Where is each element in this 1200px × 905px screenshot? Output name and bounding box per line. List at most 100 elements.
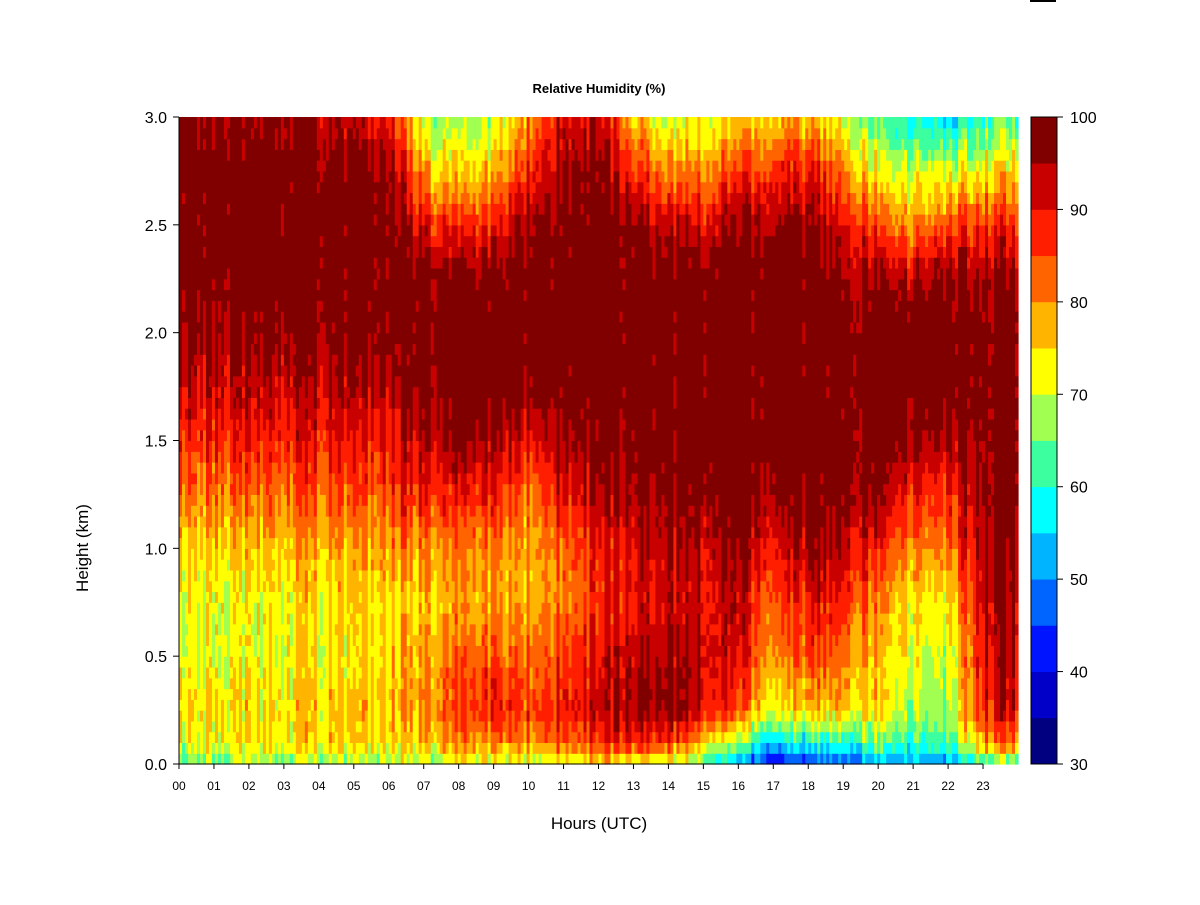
heatmap-cell [235,343,240,355]
heatmap-cell [259,645,264,657]
heatmap-cell [244,149,249,161]
heatmap-cell [226,365,231,377]
heatmap-cell [286,203,291,215]
heatmap-cell [205,375,210,388]
heatmap-cell [277,289,282,301]
heatmap-cell [190,656,195,668]
heatmap-cell [202,267,207,280]
heatmap-cell [208,591,213,603]
heatmap-cell [226,397,231,409]
heatmap-cell [229,591,234,603]
heatmap-cell [283,731,288,744]
heatmap-cell [179,688,183,700]
heatmap-cell [184,117,189,129]
heatmap-cell [253,278,258,291]
heatmap-cell [241,656,246,668]
heatmap-cell [196,440,201,452]
heatmap-cell [262,569,267,582]
heatmap-cell [250,472,255,485]
heatmap-cell [280,278,285,291]
heatmap-cell [253,548,258,560]
heatmap-cell [238,170,243,183]
heatmap-cell [253,742,258,754]
heatmap-cell [238,656,243,668]
heatmap-cell [193,710,198,722]
heatmap-cell [259,634,264,646]
heatmap-cell [211,127,216,140]
heatmap-cell [211,192,216,204]
heatmap-cell [193,429,198,442]
heatmap-cell [179,278,183,291]
heatmap-cell [256,645,261,657]
heatmap-cell [182,731,186,744]
heatmap-cell [268,429,273,442]
heatmap-cell [190,235,195,247]
heatmap-cell [238,365,243,377]
heatmap-cell [217,386,222,398]
heatmap-cell [247,451,252,463]
heatmap-cell [247,289,252,301]
heatmap-cell [214,267,219,280]
heatmap-cell [179,214,183,226]
heatmap-cell [277,397,282,409]
heatmap-cell [271,386,276,398]
heatmap-cell [229,160,234,172]
heatmap-cell [292,160,297,172]
heatmap-cell [292,267,297,280]
heatmap-cell [211,408,216,420]
heatmap-cell [182,451,186,463]
heatmap-cell [190,181,195,194]
heatmap-cell [295,138,300,150]
heatmap-cell [271,451,276,463]
heatmap-cell [208,365,213,377]
heatmap-cell [199,451,204,463]
heatmap-cell [214,580,219,593]
heatmap-cell [229,526,234,539]
heatmap-cell [214,149,219,161]
heatmap-cell [226,440,231,452]
heatmap-cell [244,710,249,722]
heatmap-cell [277,267,282,280]
heatmap-cell [211,170,216,183]
heatmap-cell [179,397,183,409]
heatmap-cell [289,559,294,571]
heatmap-cell [184,375,189,388]
heatmap-cell [247,505,252,517]
heatmap-cell [223,203,228,215]
heatmap-cell [271,666,276,679]
heatmap-cell [274,710,279,722]
heatmap-cell [292,418,297,431]
heatmap-cell [214,235,219,247]
heatmap-cell [199,666,204,679]
heatmap-cell [253,311,258,323]
heatmap-cell [298,634,303,646]
heatmap-cell [277,440,282,452]
heatmap-cell [235,720,240,733]
heatmap-cell [232,192,237,204]
heatmap-cell [244,515,249,528]
heatmap-cell [256,559,261,571]
heatmap-cell [208,472,213,485]
heatmap-cell [184,602,189,614]
heatmap-cell [220,623,225,636]
heatmap-cell [238,483,243,496]
heatmap-cell [286,386,291,398]
heatmap-cell [265,462,270,474]
heatmap-cell [232,235,237,247]
heatmap-cell [182,365,186,377]
heatmap-cell [196,634,201,646]
heatmap-cell [190,300,195,312]
heatmap-cell [217,203,222,215]
heatmap-cell [208,214,213,226]
heatmap-cell [187,375,192,388]
heatmap-cell [274,235,279,247]
heatmap-cell [193,526,198,539]
heatmap-cell [223,753,228,765]
heatmap-cell [241,462,246,474]
heatmap-cell [280,623,285,636]
heatmap-cell [274,429,279,442]
heatmap-cell [265,505,270,517]
heatmap-cell [211,548,216,560]
heatmap-cell [274,127,279,140]
heatmap-cell [295,289,300,301]
